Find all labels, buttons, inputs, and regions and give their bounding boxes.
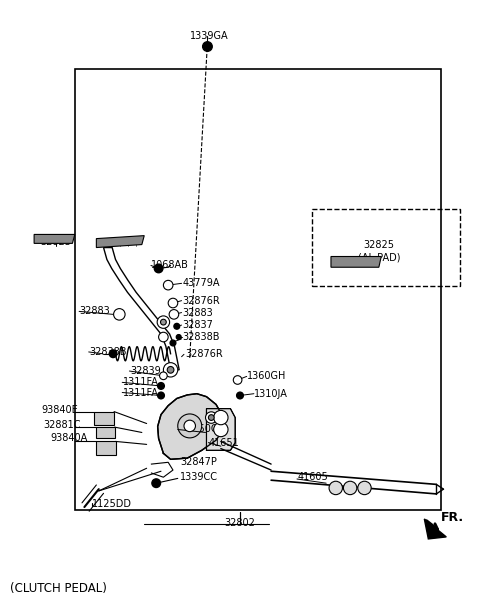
Text: 32825: 32825 [40,237,71,246]
Text: 1360GH: 1360GH [247,371,287,381]
Text: 1339GA: 1339GA [190,30,228,41]
Text: 1339CC: 1339CC [180,472,218,482]
Circle shape [203,42,212,51]
Circle shape [329,481,342,495]
Circle shape [160,319,166,325]
Circle shape [167,367,174,373]
Text: 32881C: 32881C [44,420,81,431]
Circle shape [176,335,181,340]
Circle shape [208,414,214,420]
Circle shape [184,420,195,432]
Circle shape [214,410,228,425]
Circle shape [152,479,160,487]
Text: 32838B: 32838B [89,347,127,357]
Circle shape [169,310,179,319]
Polygon shape [104,248,179,370]
Text: 32883: 32883 [182,307,213,318]
Circle shape [205,412,217,423]
Circle shape [157,392,164,399]
Text: 41605: 41605 [298,472,328,482]
Polygon shape [331,257,381,267]
Text: 1311FA: 1311FA [123,388,158,398]
Circle shape [114,309,125,320]
Polygon shape [34,234,75,243]
Circle shape [178,414,202,438]
Polygon shape [206,408,235,450]
Text: 32850C: 32850C [180,425,218,435]
Bar [96,427,115,438]
Text: 93840E: 93840E [41,405,78,416]
Bar [312,209,460,286]
Text: 32883: 32883 [80,306,110,316]
Circle shape [163,362,178,377]
Text: 32876R: 32876R [182,295,220,306]
Polygon shape [157,393,223,459]
Bar [96,441,116,454]
Circle shape [154,264,163,273]
Text: 93840A: 93840A [51,434,88,444]
Circle shape [174,324,180,329]
Circle shape [163,280,173,290]
Text: 41651: 41651 [209,438,240,448]
Text: FR.: FR. [441,511,464,524]
Polygon shape [96,236,144,248]
Text: 1311FA: 1311FA [123,377,158,387]
Text: 32847P: 32847P [180,457,217,467]
Text: 32838B: 32838B [182,332,220,342]
Circle shape [157,316,169,328]
Circle shape [168,298,178,308]
Circle shape [358,481,371,495]
Text: (CLUTCH PEDAL): (CLUTCH PEDAL) [10,582,107,594]
Circle shape [214,422,228,437]
Text: 1125DD: 1125DD [92,499,132,509]
Circle shape [237,392,243,399]
Circle shape [159,372,167,380]
Text: 32825: 32825 [363,240,395,249]
Circle shape [157,383,164,389]
Circle shape [233,376,242,385]
Text: (AL PAD): (AL PAD) [358,253,400,263]
Text: 32839: 32839 [130,366,161,376]
Text: 32837: 32837 [182,320,214,330]
Text: 43779A: 43779A [182,278,220,288]
Text: 1068AB: 1068AB [151,261,189,270]
Text: 1310JA: 1310JA [254,389,288,399]
Text: 32876R: 32876R [185,349,223,359]
Circle shape [109,350,117,358]
Circle shape [343,481,357,495]
Circle shape [170,340,176,346]
Bar [94,411,114,425]
Circle shape [158,332,168,342]
Bar [75,69,441,510]
Text: 32802: 32802 [225,518,255,528]
Polygon shape [424,519,446,539]
